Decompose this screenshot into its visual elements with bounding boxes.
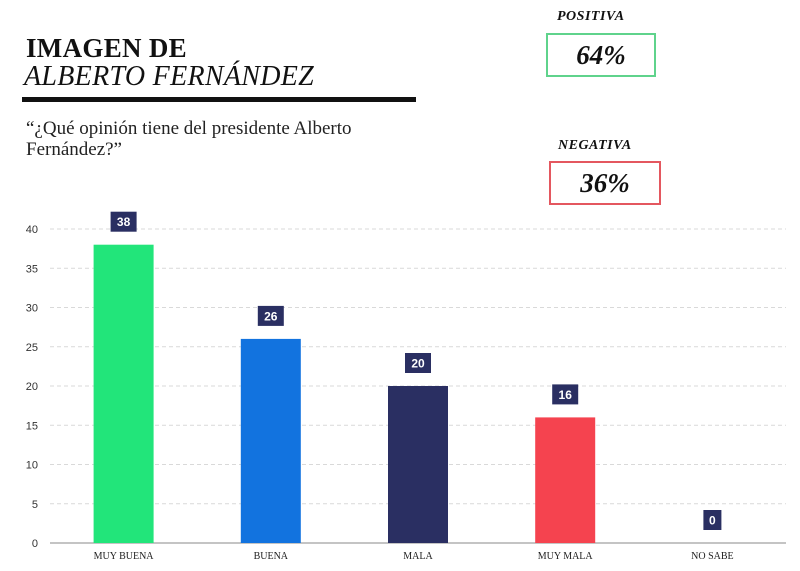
y-tick-label: 40: [26, 224, 38, 236]
bar-mala: [388, 386, 448, 543]
label-layer: 38 MUY BUENA 26 BUENA 20 MALA 16 MUY MALA 0 NO SA…: [94, 211, 734, 562]
x-tick-label: BUENA: [254, 551, 289, 562]
data-label-badge: [257, 305, 284, 326]
positive-value-box: 64%: [546, 33, 656, 77]
positive-label: POSITIVA: [557, 9, 625, 24]
bar-muy-mala: [535, 417, 596, 543]
data-label: 26: [264, 309, 278, 323]
x-tick-label: MUY MALA: [538, 551, 594, 562]
negative-value: 36%: [580, 167, 630, 198]
y-tick-label: 15: [26, 420, 38, 432]
y-tick-label: 35: [26, 263, 38, 275]
data-label: 38: [117, 215, 131, 229]
y-tick-label: 5: [32, 499, 38, 511]
title-line-2: ALBERTO FERNÁNDEZ: [24, 61, 315, 92]
data-label-badge: [703, 510, 722, 530]
y-tick-label: 0: [32, 538, 38, 550]
survey-question: “¿Qué opinión tiene del presidente Alber…: [26, 118, 352, 160]
data-label: 20: [411, 357, 425, 371]
y-tick-label: 10: [26, 460, 38, 472]
data-label-badge: [110, 211, 137, 232]
x-tick-label: MUY BUENA: [94, 551, 155, 562]
data-label: 0: [709, 514, 716, 528]
bar-layer: [93, 244, 596, 543]
title-line-1: IMAGEN DE: [26, 33, 187, 63]
data-label-badge: [552, 384, 579, 405]
data-label-badge: [405, 353, 431, 373]
y-tick-label: 30: [26, 303, 38, 315]
bar-muy-buena: [93, 244, 154, 543]
negative-label: NEGATIVA: [558, 138, 632, 153]
y-tick-label: 25: [26, 342, 38, 354]
y-tick-label: 20: [26, 381, 38, 393]
data-label: 16: [559, 388, 573, 402]
bar-buena: [240, 338, 301, 543]
negative-value-box: 36%: [549, 161, 661, 205]
x-tick-label: MALA: [403, 551, 433, 562]
x-tick-label: NO SABE: [691, 551, 734, 562]
grid-layer: 0 5 10 15 20 25 30 35 40: [26, 224, 786, 550]
positive-value: 64%: [576, 39, 626, 70]
title-underline: [22, 97, 416, 102]
